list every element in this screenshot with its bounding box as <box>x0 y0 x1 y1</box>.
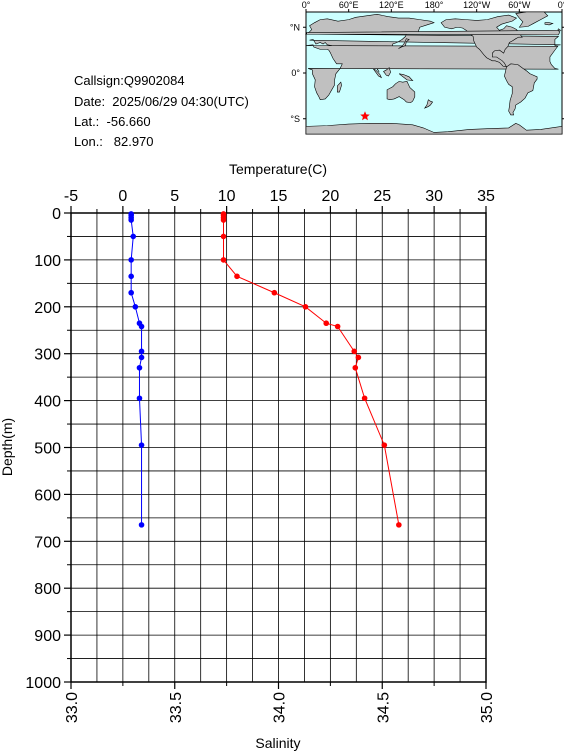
temperature-data-point <box>220 217 227 223</box>
temperature-tick-label: 35 <box>477 188 495 205</box>
depth-tick-label: 600 <box>34 487 61 504</box>
map-longitude-label: 60°W <box>508 0 531 10</box>
map-landmass <box>398 38 410 49</box>
depth-tick-label: 0 <box>52 206 61 223</box>
map-latitude-label: 60°S <box>290 114 300 124</box>
temperature-tick-label: 10 <box>218 188 236 205</box>
temperature-data-point <box>361 395 368 402</box>
map-latitude-label: 0° <box>291 68 300 78</box>
temperature-tick-label: 25 <box>373 188 391 205</box>
map-landmass <box>398 73 414 82</box>
station-marker-star-icon <box>360 111 370 121</box>
latitude-label: Lat.: -56.660 <box>74 114 151 129</box>
depth-tick-label: 500 <box>34 441 61 458</box>
map-longitude-label: 180° <box>425 0 444 10</box>
map-landmass <box>383 67 391 77</box>
salinity-data-point <box>136 395 143 402</box>
salinity-tick-label: 34.5 <box>375 692 392 723</box>
temperature-tick-label: 15 <box>270 188 288 205</box>
temperature-tick-label: 5 <box>170 188 179 205</box>
temperature-data-point <box>355 354 362 361</box>
salinity-data-point <box>138 522 145 528</box>
depth-tick-label: 400 <box>34 394 61 411</box>
salinity-data-point <box>128 273 134 280</box>
depth-tick-label: 100 <box>34 253 61 270</box>
salinity-data-point <box>138 348 145 355</box>
temperature-tick-label: 20 <box>321 188 339 205</box>
temperature-data-point <box>381 442 388 448</box>
salinity-data-point <box>130 233 137 240</box>
map-landmass <box>504 63 538 116</box>
temperature-axis-title: Temperature(C) <box>229 161 327 177</box>
temperature-data-point <box>271 289 278 296</box>
map-landmass <box>305 122 563 135</box>
map-longitude-label: 120°W <box>463 0 491 10</box>
date-label: Date: 2025/06/29 04:30(UTC) <box>74 94 249 109</box>
salinity-data-point <box>138 323 145 330</box>
map-landmass <box>440 14 523 68</box>
temperature-data-point <box>234 273 240 280</box>
salinity-tick-label: 33.5 <box>168 692 185 723</box>
salinity-data-point <box>132 304 139 310</box>
depth-tick-label: 300 <box>34 347 61 364</box>
map-landmass <box>515 11 549 28</box>
salinity-tick-label: 35.0 <box>479 692 496 723</box>
temperature-data-point <box>220 257 227 263</box>
salinity-data-point <box>128 289 134 296</box>
salinity-data-point <box>128 257 134 263</box>
callsign-label: Callsign:Q9902084 <box>74 73 185 88</box>
map-landmass <box>372 68 383 79</box>
salinity-tick-label: 33.0 <box>64 692 81 723</box>
salinity-data-point <box>138 354 145 361</box>
map-land <box>304 11 563 135</box>
temperature-tick-label: -5 <box>64 188 78 205</box>
depth-tick-label: 800 <box>34 581 61 598</box>
temperature-tick-label: 30 <box>425 188 443 205</box>
map-longitude-label: 60°E <box>339 0 359 10</box>
map-landmass <box>544 22 554 26</box>
temperature-data-point <box>352 364 359 371</box>
temperature-data-point <box>334 323 341 330</box>
depth-tick-label: 200 <box>34 300 61 317</box>
map-longitude-label: 0° <box>558 0 564 10</box>
depth-axis-title: Depth(m) <box>0 418 15 476</box>
map-landmass <box>336 81 342 93</box>
temperature-data-point <box>220 233 227 240</box>
map-latitude-label: 60°N <box>290 22 300 32</box>
salinity-data-point <box>138 442 145 448</box>
temperature-tick-label: 0 <box>118 188 127 205</box>
map-landmass <box>386 81 416 104</box>
salinity-data-point <box>128 217 134 223</box>
depth-tick-label: 900 <box>34 628 61 645</box>
location-map: 0° 60°E 120°E 180° 120°W 60°W 0° 60°N 0° 60°S <box>290 0 564 135</box>
map-landmass <box>423 99 434 109</box>
temperature-data-point <box>323 320 330 327</box>
temperature-data-point <box>302 304 309 310</box>
map-longitude-label: 120°E <box>379 0 404 10</box>
salinity-tick-label: 34.0 <box>272 692 289 723</box>
temperature-profile-line <box>223 213 400 525</box>
salinity-data-point <box>136 364 143 371</box>
temperature-data-point <box>351 348 358 355</box>
map-landmass <box>306 28 562 36</box>
temperature-data-point <box>396 522 402 528</box>
longitude-label: Lon.: 82.970 <box>74 134 154 149</box>
depth-tick-label: 1000 <box>25 675 61 692</box>
depth-tick-label: 700 <box>34 534 61 551</box>
salinity-axis-title: Salinity <box>255 735 300 751</box>
map-longitude-label: 0° <box>302 0 311 10</box>
